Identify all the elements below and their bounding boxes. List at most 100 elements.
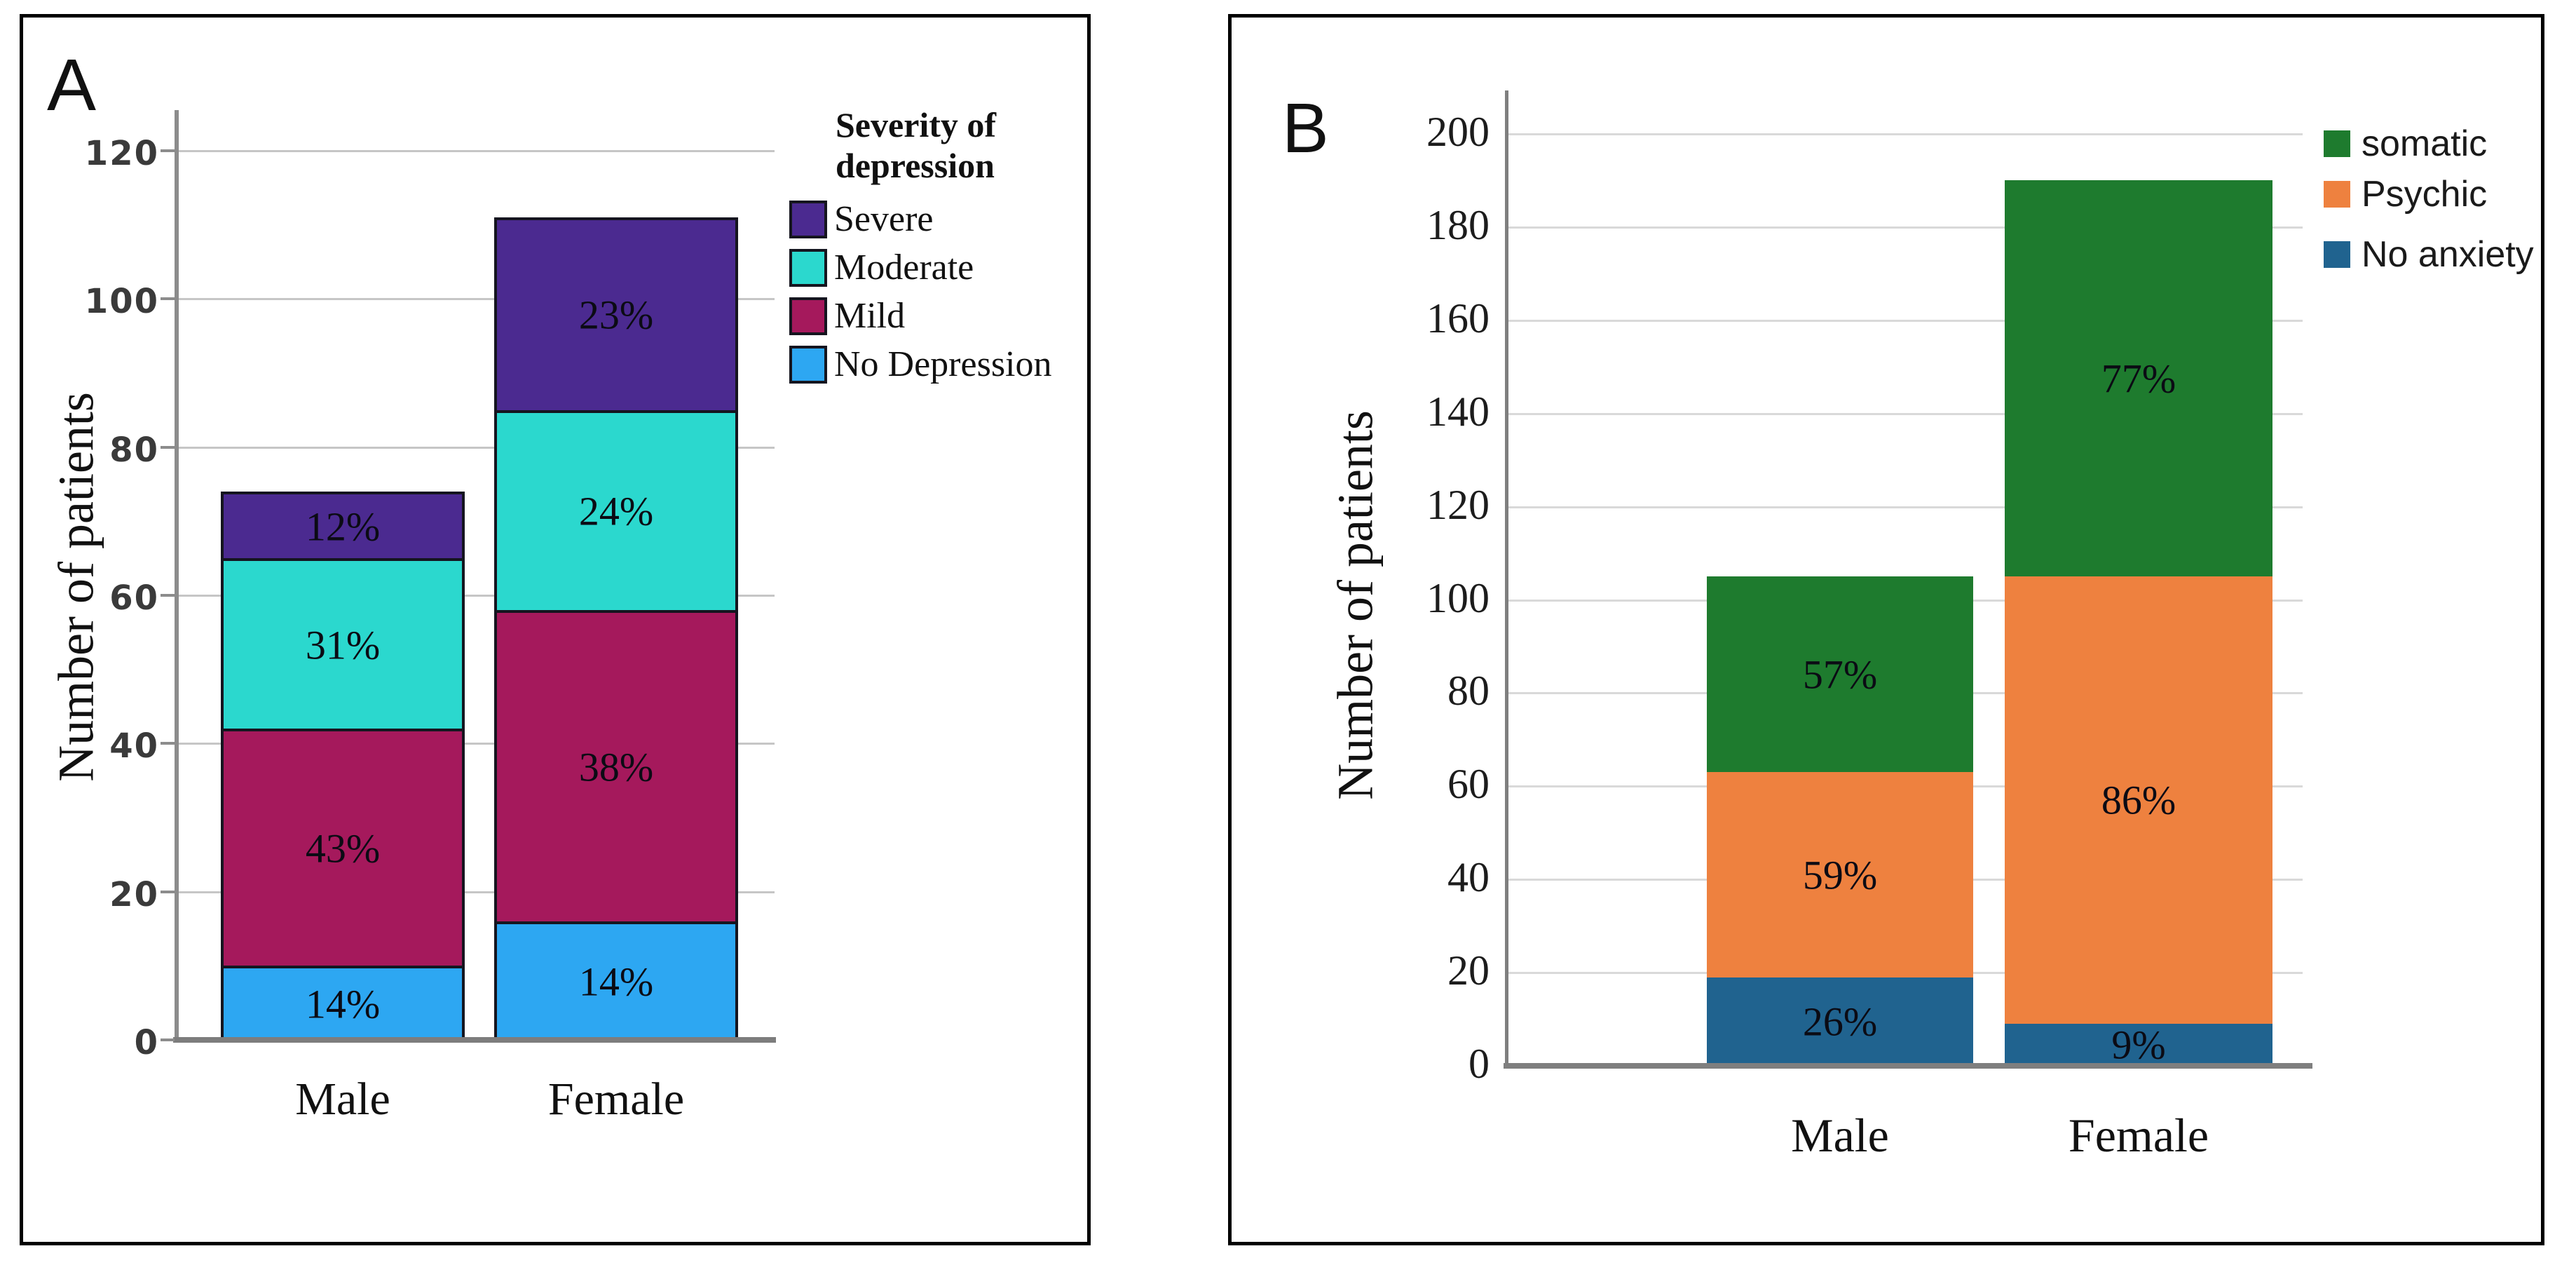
y-tick-mark bbox=[161, 890, 175, 893]
legend-swatch-icon bbox=[789, 345, 827, 384]
legend-swatch-icon bbox=[2324, 130, 2350, 157]
y-tick-label: 100 bbox=[84, 282, 159, 322]
x-axis-line bbox=[1504, 1063, 2312, 1069]
x-label-male: Male bbox=[295, 1074, 390, 1125]
x-label-female: Female bbox=[2068, 1109, 2209, 1162]
y-tick-label: 40 bbox=[1447, 854, 1490, 901]
legend: somatic Psychic No anxiety bbox=[2324, 123, 2534, 284]
legend-item-label: Psychic bbox=[2362, 174, 2488, 215]
y-tick-mark bbox=[161, 297, 175, 301]
bar-percent-label: 23% bbox=[578, 292, 654, 338]
bar-percent-label: 43% bbox=[305, 825, 381, 872]
y-tick-label: 20 bbox=[109, 874, 159, 914]
gridline bbox=[1508, 226, 2303, 229]
y-tick-label: 0 bbox=[134, 1023, 159, 1062]
y-tick-label: 160 bbox=[1426, 295, 1490, 341]
bar-percent-label: 26% bbox=[1802, 999, 1878, 1045]
bar-segment-no-depression: 14% bbox=[221, 966, 465, 1040]
panel-a: A Number of patients 0 20 40 60 80 100 120 14%… bbox=[20, 14, 1091, 1245]
legend-item: Psychic bbox=[2324, 173, 2534, 215]
y-tick-label: 80 bbox=[1447, 668, 1490, 715]
bar-segment-somatic: 77% bbox=[2005, 180, 2272, 577]
y-tick-mark bbox=[161, 149, 175, 152]
gridline bbox=[177, 891, 775, 893]
gridline bbox=[1508, 319, 2303, 322]
y-tick-mark bbox=[161, 742, 175, 745]
y-tick-label: 20 bbox=[1447, 947, 1490, 994]
y-tick-label: 0 bbox=[1468, 1041, 1490, 1087]
legend-item: Mild bbox=[789, 295, 1052, 337]
y-axis-line bbox=[175, 110, 179, 1040]
gridline bbox=[1508, 506, 2303, 508]
x-axis-line bbox=[173, 1037, 776, 1043]
plot-area: 14% 43% 31% 12% 14% 38% 24% 23% bbox=[161, 110, 776, 1043]
bar-segment-psychic: 86% bbox=[2005, 576, 2272, 1024]
bar-percent-label: 31% bbox=[305, 622, 381, 668]
legend-item: No anxiety bbox=[2324, 234, 2534, 276]
legend-item: somatic bbox=[2324, 123, 2534, 165]
bar-segment-no-anxiety: 26% bbox=[1707, 977, 1973, 1066]
legend-title: Severity of depression bbox=[836, 105, 997, 185]
legend-item-label: Severe bbox=[834, 199, 934, 239]
legend-swatch-icon bbox=[789, 297, 827, 335]
bar-percent-label: 57% bbox=[1802, 651, 1878, 698]
legend-item-label: somatic bbox=[2362, 123, 2488, 164]
bar-percent-label: 9% bbox=[2111, 1022, 2166, 1068]
legend-item-label: Mild bbox=[834, 296, 906, 336]
legend-item-label: No anxiety bbox=[2362, 234, 2534, 275]
legend-swatch-icon bbox=[789, 248, 827, 287]
y-tick-label: 80 bbox=[109, 430, 159, 470]
bar-segment-moderate: 24% bbox=[494, 410, 738, 611]
gridline bbox=[177, 743, 775, 745]
legend-items: Severe Moderate Mild No Depression bbox=[789, 198, 1052, 385]
bar-segment-severe: 12% bbox=[221, 492, 465, 559]
y-tick-label: 60 bbox=[109, 579, 159, 618]
bar-percent-label: 14% bbox=[578, 959, 654, 1005]
gridline bbox=[1508, 133, 2303, 135]
legend-swatch-icon bbox=[2324, 181, 2350, 208]
bar-percent-label: 38% bbox=[578, 744, 654, 790]
bar-segment-somatic: 57% bbox=[1707, 576, 1973, 773]
bar-segment-moderate: 31% bbox=[221, 558, 465, 729]
y-tick-label: 180 bbox=[1426, 201, 1490, 248]
gridline bbox=[177, 446, 775, 449]
legend-item: Moderate bbox=[789, 247, 1052, 288]
legend-item-label: No Depression bbox=[834, 344, 1052, 384]
bar-percent-label: 14% bbox=[305, 981, 381, 1027]
y-tick-label: 40 bbox=[109, 726, 159, 766]
legend-item: Severe bbox=[789, 198, 1052, 240]
bar-percent-label: 24% bbox=[578, 488, 654, 534]
y-tick-label: 140 bbox=[1426, 388, 1490, 435]
bar-percent-label: 12% bbox=[305, 503, 381, 550]
y-tick-label: 120 bbox=[84, 134, 159, 173]
y-tick-label: 100 bbox=[1426, 574, 1490, 621]
bar-segment-mild: 38% bbox=[494, 610, 738, 921]
y-tick-mark bbox=[161, 594, 175, 597]
bar-segment-psychic: 59% bbox=[1707, 772, 1973, 977]
legend: Severity of depression Severe Moderate Mil… bbox=[789, 104, 1052, 392]
y-tick-label: 60 bbox=[1447, 761, 1490, 808]
panel-b-letter: B bbox=[1282, 89, 1329, 168]
x-label-female: Female bbox=[547, 1074, 685, 1125]
x-label-male: Male bbox=[1791, 1109, 1889, 1162]
y-axis-line bbox=[1505, 90, 1508, 1066]
bar-percent-label: 86% bbox=[2101, 777, 2176, 823]
y-tick-label: 120 bbox=[1426, 481, 1490, 528]
y-tick-mark bbox=[161, 445, 175, 449]
bar-segment-mild: 43% bbox=[221, 729, 465, 966]
panel-b: B Number of patients 0 20 40 60 80 100 120 140 1… bbox=[1228, 14, 2544, 1245]
legend-item-label: Moderate bbox=[834, 248, 974, 287]
legend-item: No Depression bbox=[789, 344, 1052, 385]
gridline bbox=[177, 595, 775, 597]
plot-area: 26% 59% 57% 9% 86% 77% bbox=[1504, 90, 2312, 1069]
gridline bbox=[1508, 412, 2303, 415]
bar-percent-label: 77% bbox=[2101, 356, 2176, 402]
bar-segment-severe: 23% bbox=[494, 217, 738, 410]
gridline bbox=[177, 150, 775, 152]
bar-segment-no-depression: 14% bbox=[494, 921, 738, 1040]
bar-segment-no-anxiety: 9% bbox=[2005, 1022, 2272, 1068]
y-axis-tick-labels: 0 20 40 60 80 100 120 bbox=[43, 134, 159, 1062]
y-axis-tick-labels: 0 20 40 60 80 100 120 140 160 180 200 bbox=[1355, 109, 1490, 1087]
legend-swatch-icon bbox=[2324, 241, 2350, 268]
